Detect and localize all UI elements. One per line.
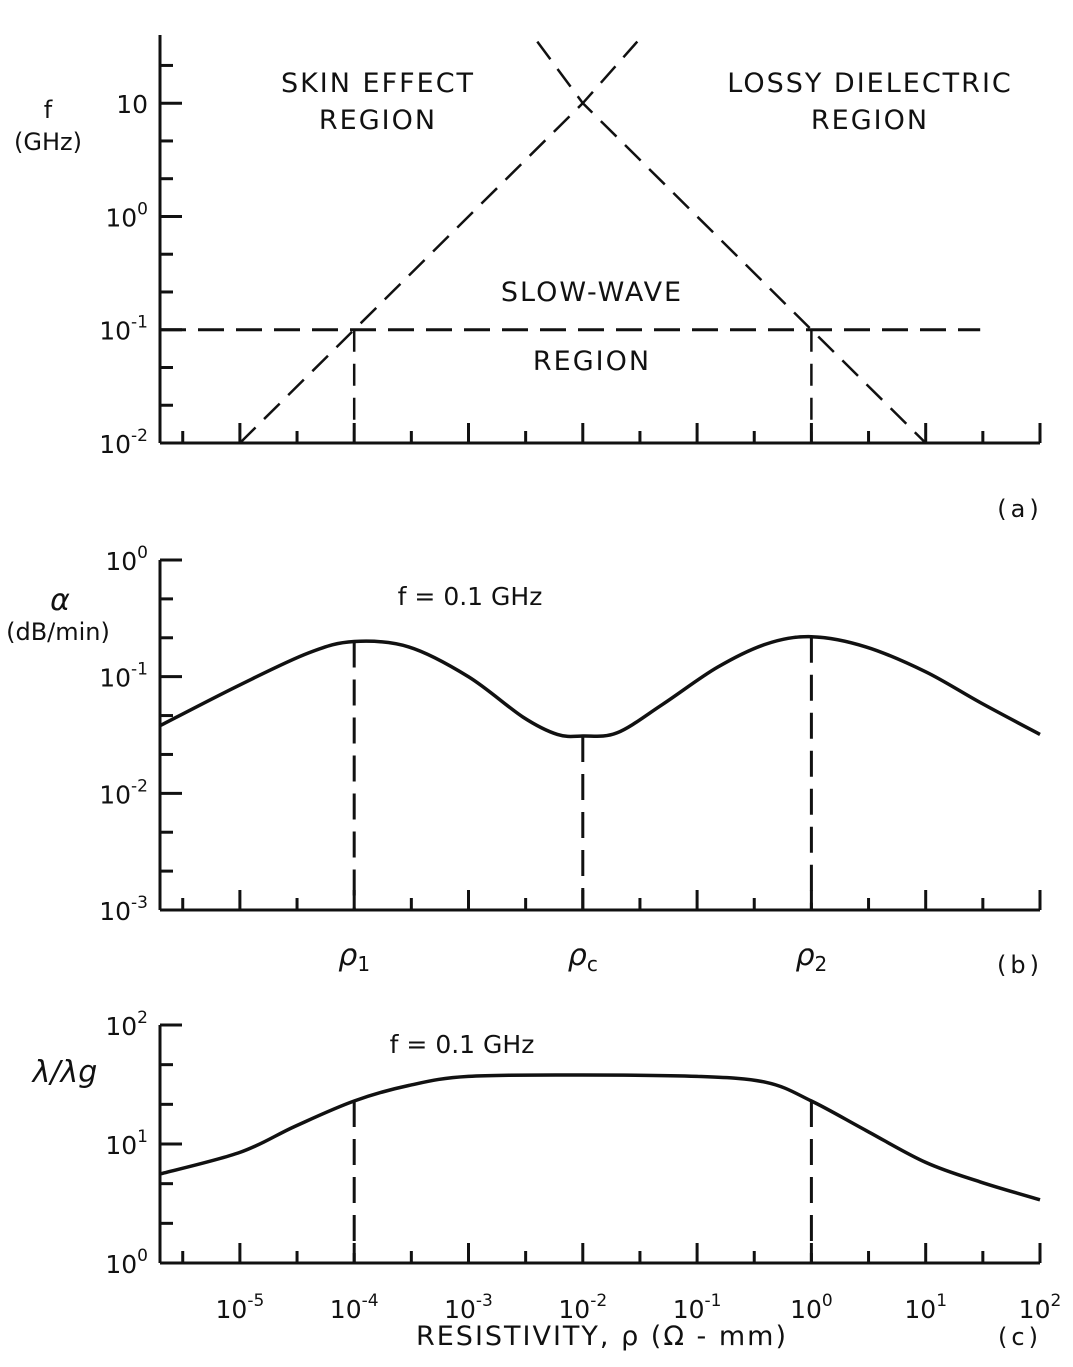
panel-c-series (159, 1073, 1041, 1263)
panel-c-tag: (c) (998, 1323, 1042, 1351)
panel-c-x-tick-label: 102 (1019, 1291, 1062, 1324)
region-label-slow-wave-line1: SLOW-WAVE (501, 277, 683, 308)
panel-b-y-unit: (dB/min) (6, 618, 110, 646)
panel-b-markers: ρ1 ρc ρ2 (338, 636, 828, 976)
panel-b-tick-labels: 10-3 10-2 10-1 100 (99, 543, 148, 926)
region-label-skin-effect-line2: REGION (319, 105, 437, 136)
panel-b-y-tick-label: 10-3 (99, 893, 148, 926)
panel-c-x-tick-label: 10-1 (673, 1291, 722, 1324)
panel-a-y-tick-label: 100 (105, 199, 148, 232)
panel-c-y-tick-label: 102 (105, 1008, 148, 1041)
panel-b-y-label: α (50, 583, 70, 618)
panel-a-tick-labels: 10-2 10-1 100 10 (99, 90, 148, 459)
panel-a-y-tick-label: 10-2 (99, 426, 148, 459)
chart-panel-a: 10-2 10-1 100 10 f (GHz) SKIN EFFECT REGION… (14, 35, 1042, 523)
panel-c-tick-labels: 100 101 102 10-5 10-4 10-3 10-2 10-1 100 101 102 (105, 1008, 1061, 1324)
region-label-lossy-dielectric-line1: LOSSY DIELECTRIC (727, 68, 1013, 99)
panel-a-y-unit: (GHz) (14, 128, 82, 156)
panel-c-y-tick-label: 100 (105, 1246, 148, 1279)
panel-c-wavelength-ratio-curve (159, 1073, 1041, 1202)
panel-c-x-tick-label: 10-4 (330, 1291, 379, 1324)
chart-panel-c: 100 101 102 10-5 10-4 10-3 10-2 10-1 100 101 102 λ… (31, 1008, 1062, 1352)
panel-c-y-label: λ/λg (31, 1055, 98, 1090)
panel-b-attenuation-curve (159, 634, 1041, 739)
chart-panel-b: 10-3 10-2 10-1 100 ρ1 ρc ρ2 α (dB/min) f = 0.… (6, 543, 1043, 979)
panel-c-x-tick-label: 10-3 (444, 1291, 493, 1324)
panel-b-y-tick-label: 100 (105, 543, 148, 576)
panel-b-axes (158, 558, 1042, 912)
panel-a-y-tick-label: 10-1 (99, 313, 148, 346)
panel-c-annotation: f = 0.1 GHz (390, 1030, 535, 1059)
rho-marker-label: ρc (568, 938, 598, 976)
x-axis-label: RESISTIVITY, ρ (Ω - mm) (416, 1321, 788, 1352)
rho-marker-label: ρ2 (796, 938, 828, 976)
panel-a-tag: (a) (997, 495, 1042, 523)
panel-b-y-tick-label: 10-2 (99, 776, 148, 809)
panel-c-x-tick-label: 101 (904, 1291, 947, 1324)
region-label-slow-wave-line2: REGION (533, 346, 651, 377)
panel-a-boundary-line (239, 40, 639, 444)
rho-marker-label: ρ1 (338, 938, 370, 976)
panel-a-boundary-line (536, 40, 927, 444)
panel-c-x-tick-label: 10-5 (216, 1291, 265, 1324)
region-label-lossy-dielectric-line2: REGION (811, 105, 929, 136)
panel-a-series (160, 40, 981, 444)
panel-b-tag: (b) (997, 951, 1043, 979)
panel-c-y-tick-label: 101 (105, 1127, 148, 1160)
panel-a-y-label: f (44, 96, 53, 124)
panel-b-y-tick-label: 10-1 (99, 660, 148, 693)
panel-c-x-tick-label: 10-2 (558, 1291, 607, 1324)
panel-c-x-tick-label: 100 (790, 1291, 833, 1324)
panel-b-annotation: f = 0.1 GHz (398, 582, 543, 611)
region-label-skin-effect-line1: SKIN EFFECT (281, 68, 475, 99)
panel-a-y-tick-label: 10 (116, 90, 148, 119)
panel-c-axes (158, 1023, 1042, 1265)
panel-b-series (159, 634, 1041, 739)
